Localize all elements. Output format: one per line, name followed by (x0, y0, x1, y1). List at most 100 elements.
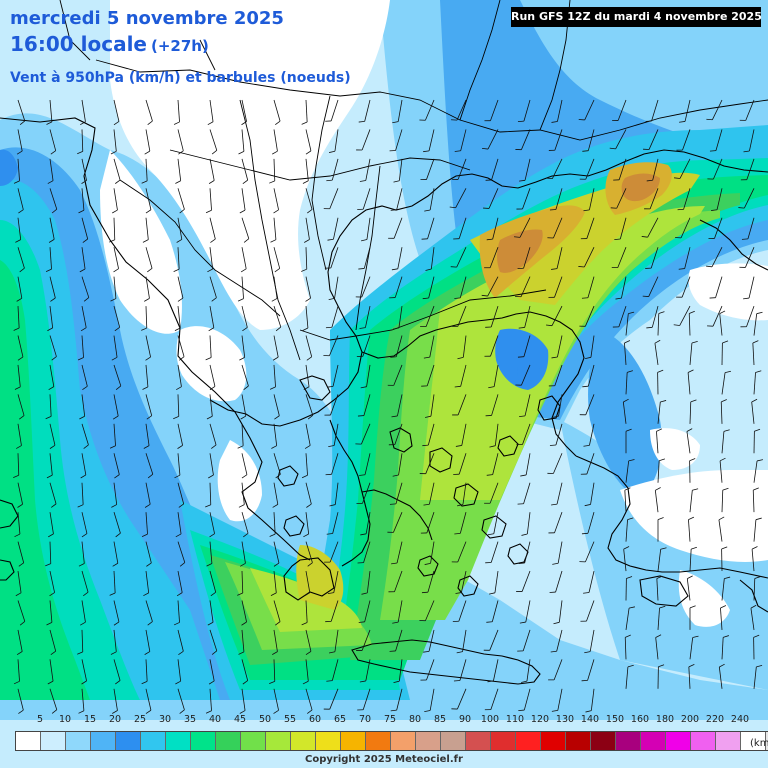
wind-barb-staff (305, 394, 314, 416)
wind-barb-feather (424, 415, 432, 418)
legend-swatch (16, 732, 41, 750)
wind-barb-staff (524, 305, 531, 328)
wind-barb-staff (621, 276, 627, 299)
wind-barb-staff (305, 482, 312, 505)
wind-barb-staff (654, 343, 659, 366)
wind-barb-staff (556, 629, 563, 652)
wind-barb-staff (395, 482, 403, 504)
forecast-lead-time: (+27h) (151, 37, 209, 55)
wind-barb-feather (753, 487, 759, 491)
wind-barb-feather (83, 297, 90, 302)
wind-barb-staff (490, 99, 499, 121)
wind-barb-staff (209, 629, 218, 651)
wind-barb-feather (18, 562, 24, 567)
wind-barb-feather (628, 311, 635, 315)
wind-barb-feather (81, 533, 88, 538)
wind-barb-feather (360, 533, 367, 536)
wind-barb-staff (585, 305, 595, 327)
wind-barb-staff (523, 99, 531, 122)
wind-barb-feather (207, 621, 214, 626)
wind-barb-feather (17, 356, 24, 361)
wind-barb-staff (364, 600, 371, 622)
wind-barb-feather (173, 121, 180, 125)
wind-barb-staff (395, 129, 403, 151)
wind-barb-feather (551, 503, 558, 506)
wind-barb-feather (301, 474, 308, 479)
wind-barb-staff (586, 453, 595, 475)
wind-barb-feather (724, 370, 732, 374)
wind-barbs (13, 99, 764, 714)
wind-barb-feather (114, 327, 120, 332)
wind-barb-staff (177, 335, 185, 357)
wind-barb-staff (590, 482, 595, 505)
wind-barb-feather (584, 651, 591, 654)
forecast-local-time: 16:00 locale (10, 32, 147, 56)
wind-barb-staff (177, 512, 182, 535)
wind-barb-feather (112, 209, 118, 214)
wind-barb-staff (584, 99, 595, 121)
wind-barb-staff (331, 659, 339, 681)
wind-barb-feather (211, 297, 217, 302)
wind-barb-staff (331, 453, 339, 475)
wind-barb-staff (655, 637, 659, 660)
wind-barb-feather (83, 444, 89, 449)
wind-barb-feather (424, 562, 431, 565)
wind-barb-feather (751, 546, 758, 550)
wind-barb-feather (488, 592, 496, 595)
wind-barb-staff (554, 129, 563, 151)
wind-barb-staff (49, 629, 57, 652)
legend-tick-label: 50 (258, 714, 272, 725)
wind-barb-staff (81, 158, 87, 181)
legend-swatch (516, 732, 541, 750)
wind-barb-feather (583, 592, 590, 594)
wind-barb-feather (454, 533, 461, 535)
coastline (699, 219, 768, 271)
wind-zone (110, 0, 390, 330)
wind-barb-staff (455, 188, 467, 208)
wind-barb-staff (81, 541, 85, 564)
wind-barb-feather (722, 340, 729, 344)
wind-barb-staff (490, 541, 499, 563)
wind-barb-staff (17, 570, 22, 593)
wind-barb-feather (455, 445, 462, 447)
wind-barb-staff (17, 453, 20, 476)
wind-barb-staff (113, 629, 117, 652)
wind-barb-staff (333, 423, 339, 446)
wind-barb-feather (584, 504, 591, 507)
legend-tick-label: 220 (705, 714, 725, 725)
wind-barb-feather (724, 576, 731, 579)
wind-barb-feather (205, 710, 212, 714)
legend-swatch (166, 732, 191, 750)
wind-barb-feather (449, 206, 456, 209)
wind-barb-feather (551, 121, 558, 123)
wind-barb-feather (674, 177, 681, 179)
wind-barb-staff (17, 394, 25, 416)
coastline (537, 395, 561, 421)
wind-barb-staff (17, 482, 23, 505)
wind-barb-feather (706, 118, 713, 121)
coastline (429, 447, 453, 473)
wind-barb-feather (239, 209, 246, 214)
wind-barb-feather (756, 665, 763, 668)
wind-barb-staff (491, 600, 499, 622)
wind-barb-feather (553, 621, 560, 625)
wind-barb-feather (115, 385, 122, 390)
wind-barb-feather (679, 121, 686, 123)
wind-barb-staff (329, 188, 339, 209)
wind-barb-feather (691, 546, 697, 550)
wind-barb-staff (241, 276, 244, 299)
wind-barb-staff (398, 453, 403, 476)
wind-barb-feather (173, 622, 180, 626)
wind-barb-feather (358, 268, 365, 270)
wind-barb-staff (177, 217, 183, 240)
wind-barb-feather (454, 385, 461, 388)
wind-barb-feather (15, 239, 21, 243)
wind-barb-feather (552, 415, 559, 418)
wind-barb-feather (422, 444, 429, 447)
wind-barb-staff (648, 276, 659, 297)
wind-barb-staff (625, 460, 630, 483)
wind-barb-feather (585, 710, 592, 713)
wind-barb-staff (113, 600, 120, 623)
wind-barb-staff (393, 512, 403, 533)
wind-barb-staff (177, 659, 182, 682)
